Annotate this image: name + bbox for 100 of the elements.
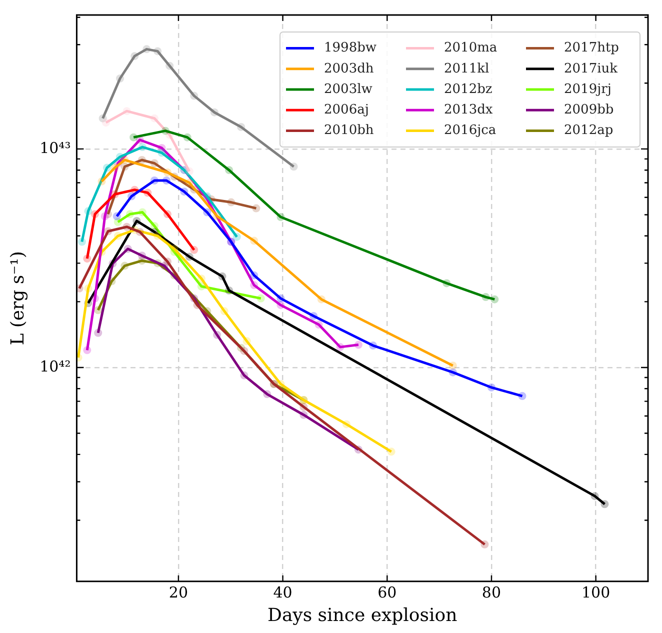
point <box>518 392 526 400</box>
point <box>250 281 258 290</box>
legend-label: 2010ma <box>444 40 498 56</box>
point <box>487 383 496 392</box>
y-axis-title: L (erg s⁻¹) <box>7 251 28 346</box>
point <box>183 133 192 142</box>
point <box>94 328 102 337</box>
x-tick-label: 60 <box>378 583 397 602</box>
point <box>138 252 146 260</box>
legend-label: 2017htp <box>564 40 620 56</box>
point <box>250 271 258 280</box>
point <box>124 244 132 253</box>
point <box>163 210 172 218</box>
point <box>83 254 92 263</box>
point <box>138 208 146 216</box>
point <box>225 166 234 174</box>
point <box>190 92 198 100</box>
point <box>213 330 222 339</box>
point <box>150 114 158 122</box>
point <box>102 118 110 127</box>
point <box>600 500 609 508</box>
point <box>197 282 206 290</box>
point <box>354 340 362 349</box>
point <box>138 143 146 152</box>
point <box>448 368 457 376</box>
point <box>170 244 178 253</box>
point <box>490 295 499 304</box>
point <box>290 162 298 171</box>
legend-label: 2003lw <box>324 82 372 97</box>
point <box>116 74 124 83</box>
point <box>154 47 162 56</box>
point <box>276 301 285 310</box>
point <box>263 390 272 398</box>
point <box>150 176 158 184</box>
point <box>300 402 308 411</box>
point <box>136 228 144 236</box>
point <box>84 284 92 292</box>
x-tick-label: 40 <box>273 583 292 602</box>
point <box>110 190 119 198</box>
legend-label: 2006aj <box>324 102 369 118</box>
point <box>130 133 138 142</box>
point <box>104 227 112 236</box>
point <box>163 258 172 266</box>
point <box>314 320 323 329</box>
legend-label: 2012bz <box>444 82 492 97</box>
point <box>203 208 212 216</box>
legend-label: 2017iuk <box>564 61 618 76</box>
point <box>252 204 260 212</box>
point <box>369 342 378 350</box>
legend-label: 2012ap <box>564 123 614 138</box>
point <box>240 371 248 380</box>
point <box>180 188 188 196</box>
point <box>448 362 457 370</box>
point <box>300 410 308 419</box>
point <box>276 213 285 222</box>
point <box>317 295 326 304</box>
point <box>130 52 139 60</box>
point <box>250 236 258 245</box>
point <box>120 262 129 270</box>
point <box>98 177 106 186</box>
y-tick-label: 10⁴² <box>40 357 71 376</box>
point <box>132 216 141 225</box>
point <box>232 232 241 241</box>
legend-label: 2003dh <box>324 61 374 76</box>
point <box>138 156 146 164</box>
point <box>100 212 109 220</box>
point <box>210 108 218 116</box>
point <box>242 337 251 346</box>
point <box>220 307 228 316</box>
legend-label: 2019jrj <box>564 82 612 97</box>
point <box>218 272 226 280</box>
point <box>83 346 92 354</box>
point <box>276 294 285 302</box>
point <box>126 210 134 218</box>
point <box>120 156 129 164</box>
point <box>114 232 122 240</box>
point <box>78 238 86 246</box>
legend-label: 2009bb <box>564 102 614 118</box>
point <box>150 159 158 168</box>
point <box>185 252 194 261</box>
point <box>110 164 119 172</box>
point <box>142 45 151 54</box>
point <box>185 167 194 176</box>
point <box>158 148 166 157</box>
x-tick-label: 80 <box>482 583 502 602</box>
point <box>185 178 194 187</box>
x-tick-label: 100 <box>582 583 610 602</box>
point <box>227 198 236 206</box>
point <box>112 212 121 220</box>
point <box>127 192 136 200</box>
point <box>387 448 396 456</box>
point <box>76 284 84 292</box>
point <box>122 222 131 231</box>
point <box>310 312 318 320</box>
x-axis-title: Days since explosion <box>268 604 458 626</box>
x-tick-label: 20 <box>168 583 188 602</box>
point <box>90 210 99 218</box>
point <box>193 301 202 310</box>
legend-label: 2010bh <box>324 123 374 138</box>
point <box>102 164 111 172</box>
